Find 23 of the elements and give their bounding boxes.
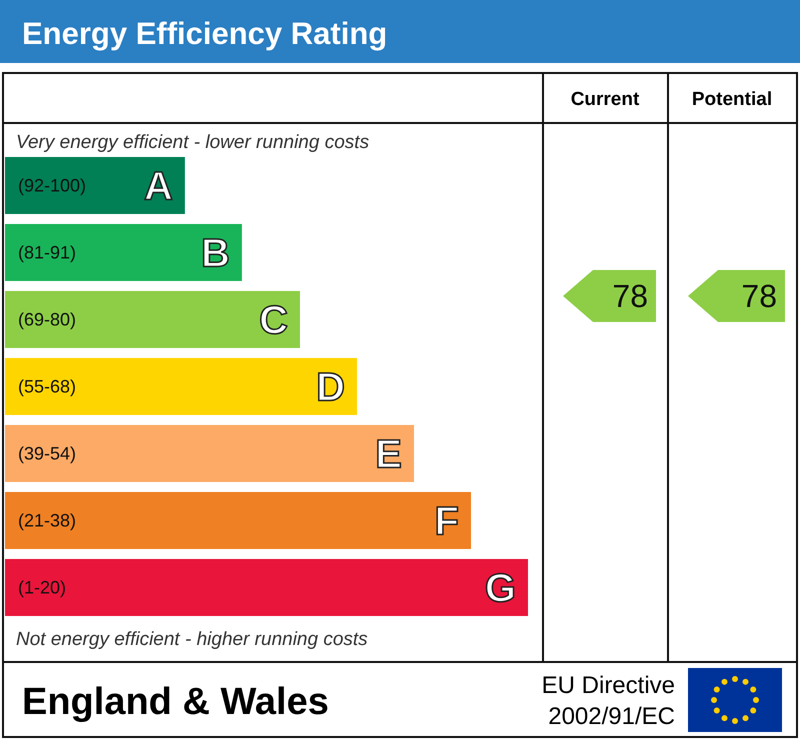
text: Current [570, 89, 640, 110]
category-label: (39-54) E [18, 432, 402, 476]
text: 78 [612, 278, 648, 314]
text: EU Directive 2002/91/EC [542, 672, 675, 730]
category-label: (92-100) A [18, 164, 173, 208]
category-label: (81-91) B [18, 232, 230, 276]
bar [5, 157, 185, 214]
bar [5, 291, 300, 348]
category-label: (69-80) C [18, 298, 288, 342]
category-label: (21-38) F [18, 500, 459, 544]
bar [5, 492, 471, 549]
text: Potential [692, 89, 772, 110]
text: Not energy efficient - higher running costs [16, 629, 368, 650]
bar [5, 358, 357, 415]
bar [5, 224, 242, 281]
chart-title: Energy Efficiency Rating [22, 16, 388, 51]
annotation: Very energy efficient - lower running costs [16, 132, 370, 153]
category-label: (1-20) G [18, 566, 516, 610]
bar [5, 425, 414, 482]
bar [5, 559, 528, 616]
text: 78 [741, 278, 777, 314]
category-label: (55-68) D [18, 366, 345, 410]
text: England & Wales [22, 681, 329, 723]
